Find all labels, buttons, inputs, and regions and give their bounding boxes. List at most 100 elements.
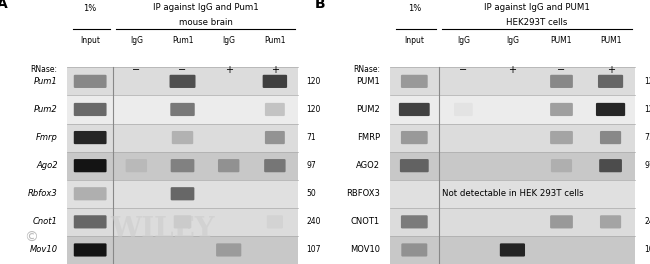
Text: RNase:: RNase: <box>31 65 58 74</box>
Text: −: − <box>133 65 140 75</box>
Text: PUM2: PUM2 <box>356 105 380 114</box>
Text: +: + <box>271 65 279 75</box>
FancyBboxPatch shape <box>73 187 107 200</box>
FancyBboxPatch shape <box>263 75 287 88</box>
Text: 97: 97 <box>306 161 316 170</box>
Text: Pum1: Pum1 <box>172 36 193 45</box>
FancyBboxPatch shape <box>600 131 621 144</box>
Text: B: B <box>315 0 326 11</box>
Text: Cnot1: Cnot1 <box>33 217 58 226</box>
Text: −: − <box>460 65 467 75</box>
Text: PUM1: PUM1 <box>600 36 621 45</box>
FancyBboxPatch shape <box>401 243 427 257</box>
FancyBboxPatch shape <box>170 75 196 88</box>
FancyBboxPatch shape <box>551 159 572 172</box>
Text: 1%: 1% <box>408 4 421 13</box>
FancyBboxPatch shape <box>265 131 285 144</box>
FancyBboxPatch shape <box>73 75 107 88</box>
Text: −: − <box>179 65 187 75</box>
Text: 107: 107 <box>306 246 321 254</box>
Text: Ago2: Ago2 <box>36 161 58 170</box>
FancyBboxPatch shape <box>500 243 525 257</box>
FancyBboxPatch shape <box>266 215 283 228</box>
FancyBboxPatch shape <box>596 103 625 116</box>
FancyBboxPatch shape <box>265 103 285 116</box>
Text: Pum1: Pum1 <box>34 77 58 86</box>
Text: 50: 50 <box>306 189 316 198</box>
Text: +: + <box>508 65 517 75</box>
FancyBboxPatch shape <box>401 215 428 228</box>
Bar <box>390 124 635 152</box>
Text: HEK293T cells: HEK293T cells <box>506 18 567 27</box>
FancyBboxPatch shape <box>172 131 193 144</box>
FancyBboxPatch shape <box>216 243 241 257</box>
Bar <box>390 67 635 95</box>
Text: A: A <box>0 0 8 11</box>
Text: 120: 120 <box>644 77 650 86</box>
Bar <box>67 152 298 180</box>
Text: 71: 71 <box>644 133 650 142</box>
Text: IgG: IgG <box>506 36 519 45</box>
Text: Not detectable in HEK 293T cells: Not detectable in HEK 293T cells <box>441 189 583 198</box>
FancyBboxPatch shape <box>170 103 195 116</box>
FancyBboxPatch shape <box>73 131 107 144</box>
FancyBboxPatch shape <box>550 103 573 116</box>
Bar <box>390 152 635 180</box>
FancyBboxPatch shape <box>73 159 107 172</box>
FancyBboxPatch shape <box>550 75 573 88</box>
Text: Pum1: Pum1 <box>264 36 285 45</box>
Bar <box>67 180 298 208</box>
Text: ©: © <box>24 230 38 245</box>
Text: 71: 71 <box>306 133 316 142</box>
Text: FMRP: FMRP <box>357 133 380 142</box>
FancyBboxPatch shape <box>174 215 191 228</box>
Text: 240: 240 <box>306 217 321 226</box>
Text: +: + <box>225 65 233 75</box>
Text: mouse brain: mouse brain <box>179 18 233 27</box>
Text: RBFOX3: RBFOX3 <box>346 189 380 198</box>
Text: Rbfox3: Rbfox3 <box>28 189 58 198</box>
Text: Fmrp: Fmrp <box>36 133 58 142</box>
Text: IP against IgG and PUM1: IP against IgG and PUM1 <box>484 3 590 12</box>
Text: MOV10: MOV10 <box>350 246 380 254</box>
FancyBboxPatch shape <box>73 103 107 116</box>
FancyBboxPatch shape <box>73 243 107 257</box>
Text: −: − <box>558 65 566 75</box>
FancyBboxPatch shape <box>600 215 621 228</box>
FancyBboxPatch shape <box>125 159 147 172</box>
FancyBboxPatch shape <box>550 215 573 228</box>
Text: Input: Input <box>80 36 100 45</box>
Text: 240: 240 <box>644 217 650 226</box>
FancyBboxPatch shape <box>400 159 429 172</box>
FancyBboxPatch shape <box>401 75 428 88</box>
Text: CNOT1: CNOT1 <box>351 217 380 226</box>
Bar <box>390 236 635 264</box>
Bar <box>67 124 298 152</box>
FancyBboxPatch shape <box>454 103 473 116</box>
Text: Mov10: Mov10 <box>30 246 58 254</box>
FancyBboxPatch shape <box>218 159 239 172</box>
Bar <box>390 180 635 208</box>
FancyBboxPatch shape <box>550 131 573 144</box>
Text: IgG: IgG <box>130 36 143 45</box>
FancyBboxPatch shape <box>598 75 623 88</box>
Text: IgG: IgG <box>222 36 235 45</box>
FancyBboxPatch shape <box>171 187 194 200</box>
Bar <box>390 95 635 124</box>
Text: PUM1: PUM1 <box>356 77 380 86</box>
Text: IP against IgG and Pum1: IP against IgG and Pum1 <box>153 3 259 12</box>
FancyBboxPatch shape <box>264 159 285 172</box>
Text: 107: 107 <box>644 246 650 254</box>
Bar <box>67 67 298 95</box>
Text: 1%: 1% <box>84 4 97 13</box>
Text: 120: 120 <box>306 77 320 86</box>
FancyBboxPatch shape <box>171 159 194 172</box>
Text: 97: 97 <box>644 161 650 170</box>
Bar <box>390 208 635 236</box>
FancyBboxPatch shape <box>399 103 430 116</box>
FancyBboxPatch shape <box>73 215 107 228</box>
Bar <box>67 236 298 264</box>
Text: Input: Input <box>404 36 424 45</box>
Text: 120: 120 <box>644 105 650 114</box>
Text: +: + <box>606 65 614 75</box>
